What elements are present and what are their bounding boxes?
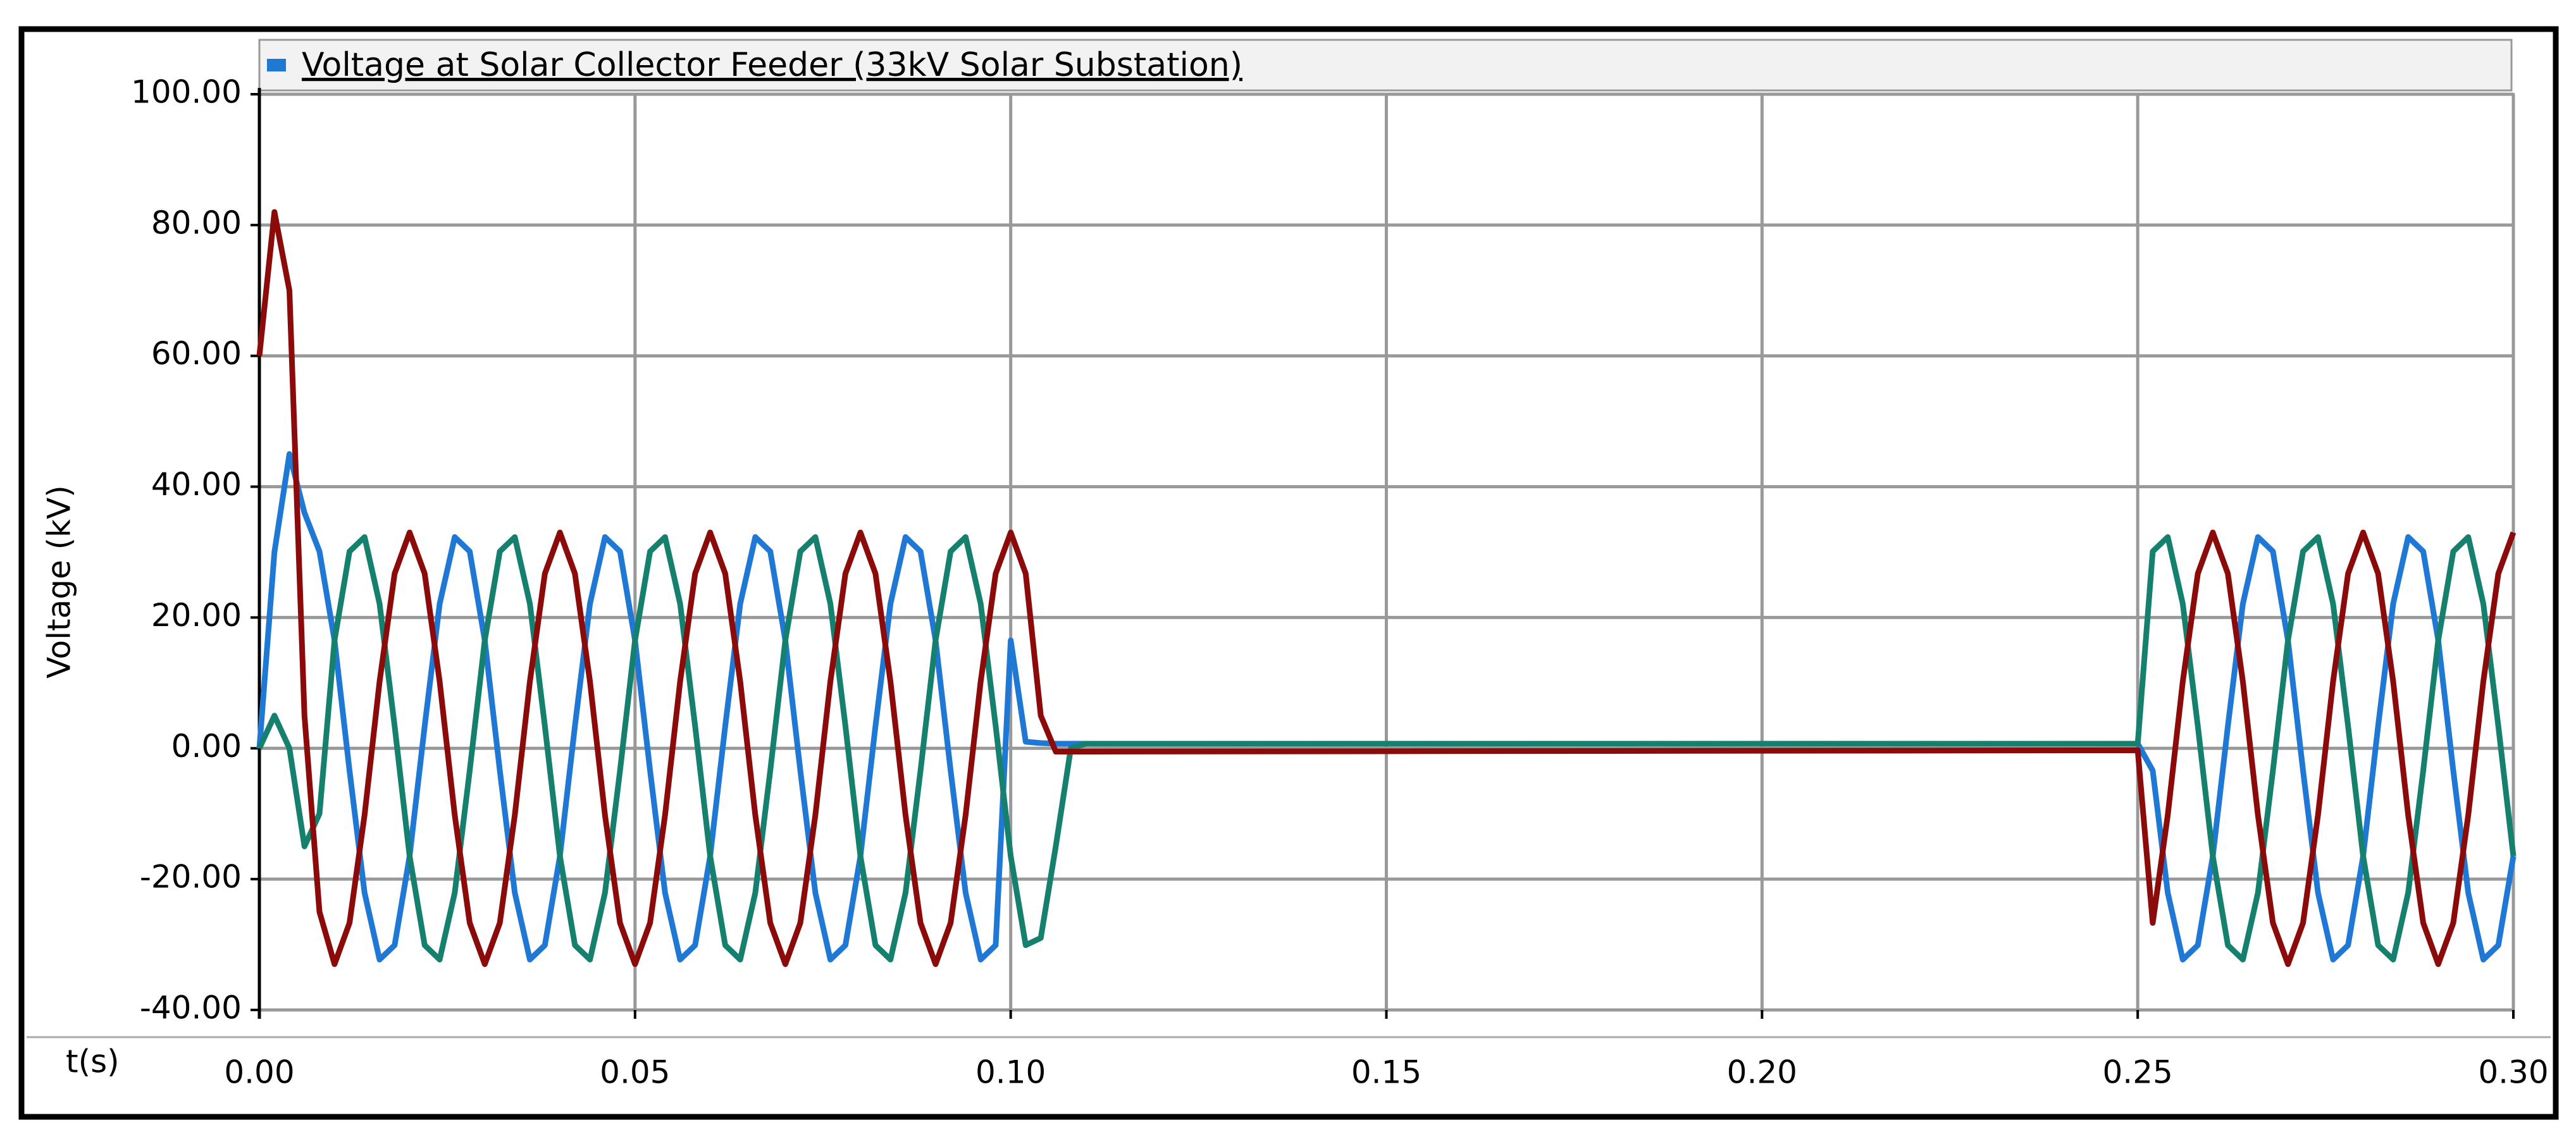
x-tick-label: 0.10 xyxy=(975,1054,1046,1091)
legend-swatch xyxy=(267,59,286,71)
x-tick-label: 0.30 xyxy=(2478,1054,2548,1091)
x-tick-label: 0.00 xyxy=(224,1054,294,1091)
x-tick-label: 0.25 xyxy=(2103,1054,2173,1091)
y-tick-label: 100.00 xyxy=(131,74,242,111)
y-tick-label: 20.00 xyxy=(151,597,242,634)
y-tick-label: 40.00 xyxy=(151,466,242,503)
legend-box xyxy=(258,39,2513,92)
series-line xyxy=(256,451,2517,963)
y-tick-label: 80.00 xyxy=(151,204,242,241)
y-tick-label: -20.00 xyxy=(140,859,242,895)
legend-label: Voltage at Solar Collector Feeder (33kV … xyxy=(302,46,1242,84)
y-tick-label: 60.00 xyxy=(151,335,242,372)
y-tick-label: 0.00 xyxy=(171,728,242,765)
x-axis-label: t(s) xyxy=(66,1043,120,1080)
series-line xyxy=(256,534,2517,963)
y-axis-label: Voltage (kV) xyxy=(41,485,78,679)
x-tick-label: 0.15 xyxy=(1351,1054,1421,1091)
x-tick-label: 0.05 xyxy=(600,1054,670,1091)
y-tick-label: -40.00 xyxy=(140,990,242,1026)
series-line xyxy=(256,209,2517,968)
x-tick-label: 0.20 xyxy=(1727,1054,1797,1091)
